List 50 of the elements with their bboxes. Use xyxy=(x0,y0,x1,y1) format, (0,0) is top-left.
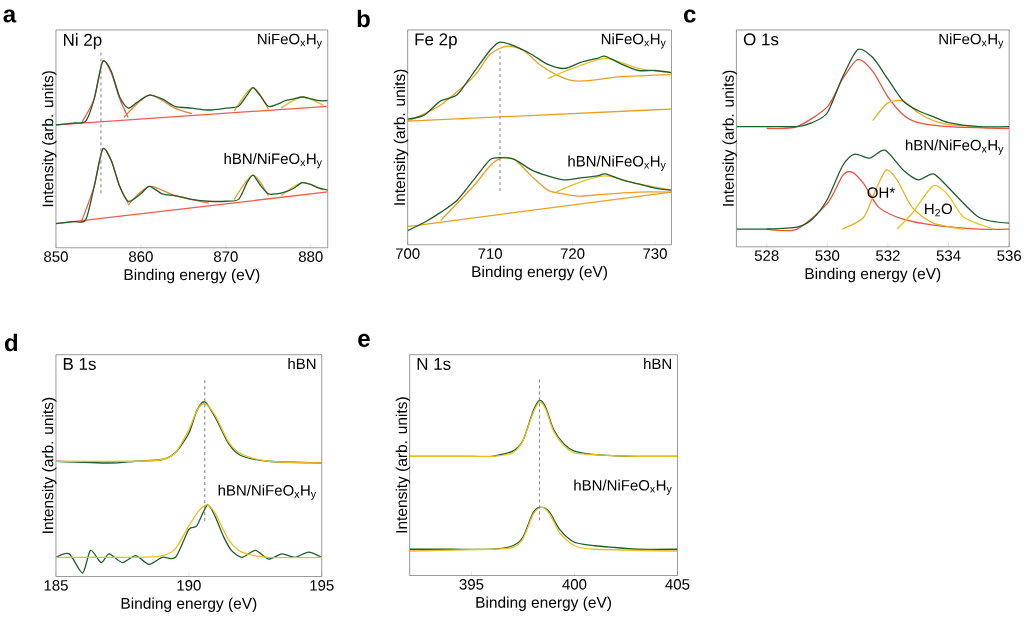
x-tick-label: 536 xyxy=(997,250,1022,261)
text: b xyxy=(357,9,370,28)
x-tick-label: 720 xyxy=(560,248,585,259)
x-tick-label: 880 xyxy=(298,251,323,262)
text: Ni 2p xyxy=(63,33,102,49)
annotation: NiFeO$_{x}$H$_{y}$ xyxy=(601,33,666,49)
text: hBN xyxy=(288,357,316,369)
x-tick-label: 395 xyxy=(459,578,484,590)
text: N 1s xyxy=(417,357,451,370)
x-tick-label: 405 xyxy=(665,578,690,590)
y-axis-title: Intensity (arb. units) xyxy=(395,397,411,533)
x-tick-label: 710 xyxy=(478,248,503,259)
annotation: hBN/NiFeO$_{x}$H$_{y}$ xyxy=(218,484,317,500)
text: B 1s xyxy=(63,357,96,370)
x-tick-label: 400 xyxy=(562,578,587,590)
y-axis-title: Intensity (arb. units) xyxy=(393,69,409,205)
annotation: hBN/NiFeO$_{x}$H$_{y}$ xyxy=(574,479,672,495)
x-tick-label: 185 xyxy=(44,579,68,591)
annotation: hBN/NiFeO$_{x}$H$_{y}$ xyxy=(905,139,1004,155)
annotation: Fe 2p xyxy=(415,33,457,49)
x-tick-label: 195 xyxy=(310,579,334,591)
text: hBN xyxy=(644,357,671,369)
x-tick-label: 528 xyxy=(754,250,779,261)
text: NiFeO$_{x}$H$_{y}$ xyxy=(939,33,1004,49)
text: c xyxy=(683,9,696,23)
text: e xyxy=(358,333,370,347)
x-tick-label: 532 xyxy=(876,250,900,261)
x-tick-label: 850 xyxy=(44,251,68,262)
y-axis-title: Intensity (arb. units) xyxy=(41,397,57,533)
x-axis-title: Binding energy (eV) xyxy=(121,597,257,612)
text: d xyxy=(4,333,18,352)
y-axis-title: Intensity (arb. units) xyxy=(41,70,57,206)
x-tick-label: 730 xyxy=(643,248,667,259)
x-tick-label: 530 xyxy=(815,250,840,261)
x-axis-title: Binding energy (eV) xyxy=(472,265,608,280)
x-tick-label: 700 xyxy=(395,248,420,259)
text: a xyxy=(3,9,17,23)
x-tick-label: 190 xyxy=(177,579,201,591)
text: O 1s xyxy=(743,33,779,46)
x-tick-label: 534 xyxy=(936,250,961,261)
x-axis-title: Binding energy (eV) xyxy=(805,267,941,282)
text: NiFeO$_{x}$H$_{y}$ xyxy=(258,33,322,49)
annotation: hBN/NiFeO$_{x}$H$_{y}$ xyxy=(568,155,666,171)
x-tick-label: 860 xyxy=(129,251,153,262)
annotation: hBN/NiFeO$_{x}$H$_{y}$ xyxy=(224,152,322,169)
x-axis-title: Binding energy (eV) xyxy=(476,596,612,611)
x-tick-label: 870 xyxy=(213,251,238,262)
y-axis-title: Intensity (arb. units) xyxy=(722,70,737,206)
annotation: H$_{2}$O xyxy=(925,203,952,217)
x-axis-title: Binding energy (eV) xyxy=(124,268,260,283)
